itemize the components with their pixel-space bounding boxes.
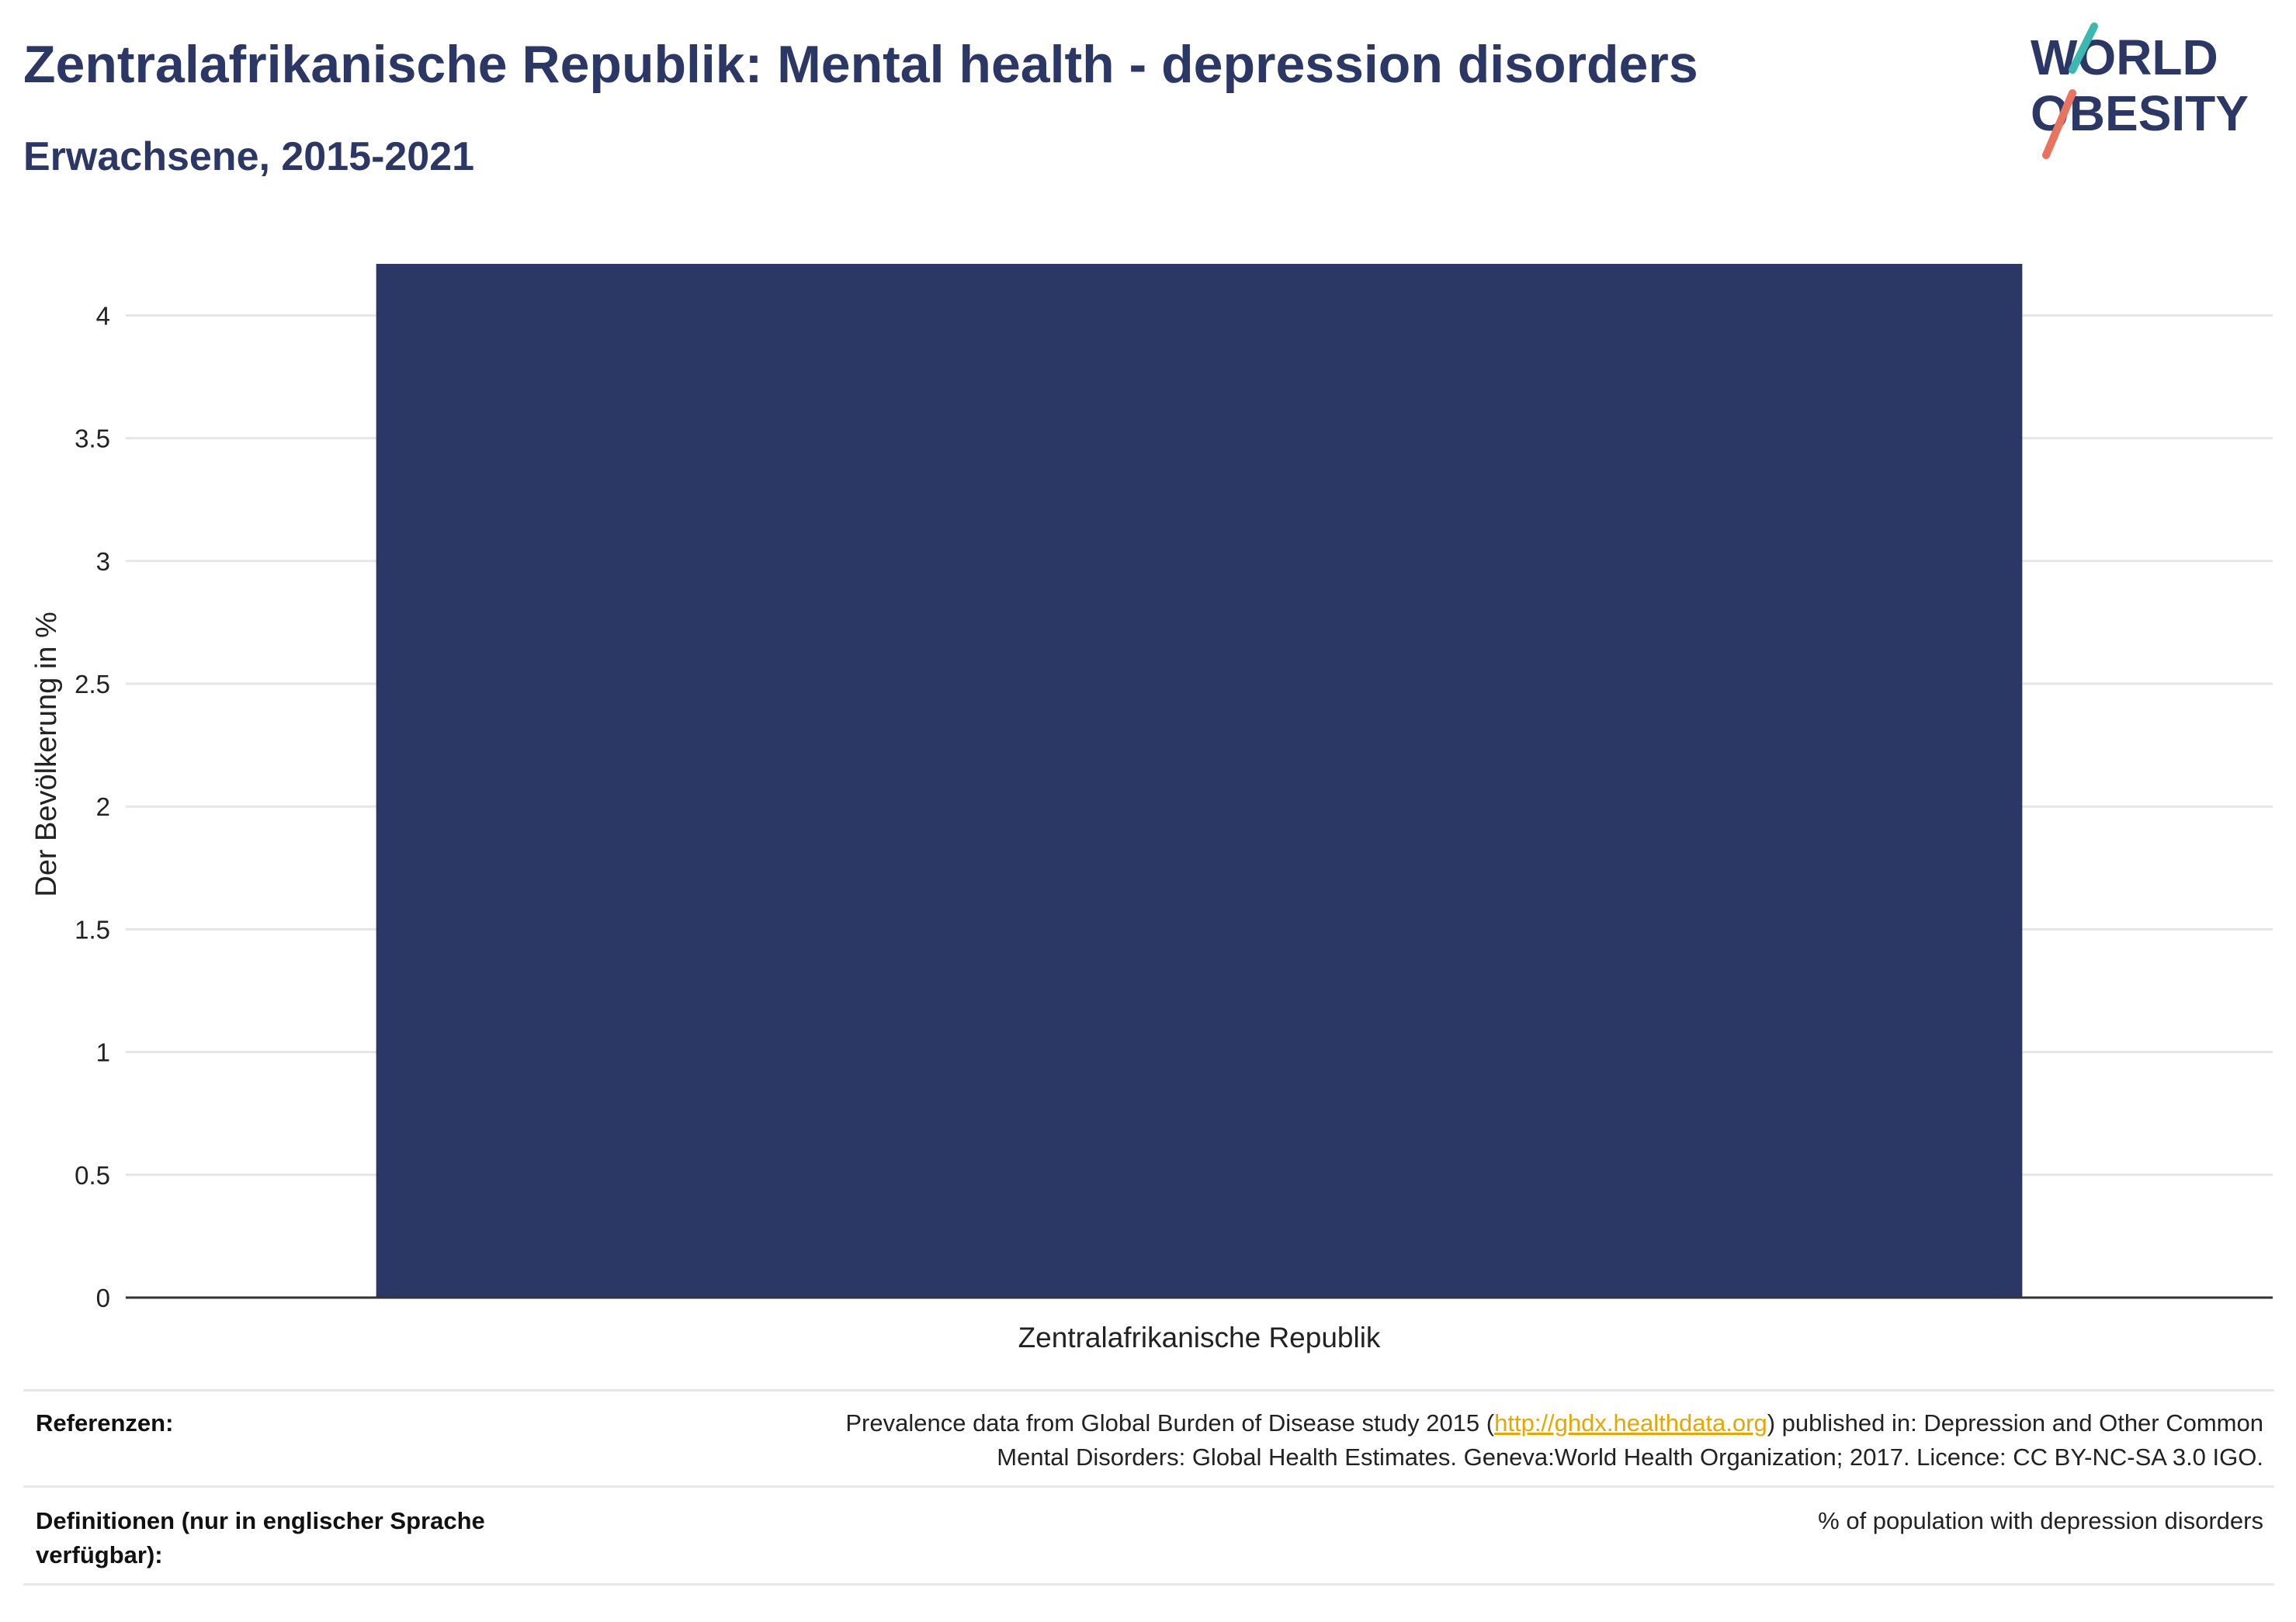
footer-divider-middle (23, 1485, 2274, 1488)
footer-divider-bottom (23, 1583, 2274, 1586)
bar (376, 264, 2023, 1298)
chart-subtitle: Erwachsene, 2015-2021 (23, 134, 475, 179)
y-tick-label: 4 (96, 301, 110, 330)
logo-text-world: WORLD (2031, 29, 2218, 85)
axes: 0 0.5 1 1.5 2 2.5 3 3.5 4 Zentralafrikanische Rep… (75, 301, 2273, 1353)
y-tick-label: 0.5 (75, 1161, 110, 1190)
logo-stroke-coral (2042, 89, 2076, 159)
footer-divider-top (23, 1389, 2274, 1392)
y-tick-label: 1 (96, 1038, 110, 1067)
y-axis-title: Der Bevölkerung in % (30, 612, 63, 897)
references-text-line2: Mental Disorders: Global Health Estimate… (997, 1444, 2263, 1471)
references-text: Prevalence data from Global Burden of Di… (672, 1406, 2263, 1475)
world-obesity-logo: WORLD OBESITY (2031, 23, 2249, 159)
y-tick-label: 3 (96, 547, 110, 576)
references-link[interactable]: http://ghdx.healthdata.org (1494, 1409, 1767, 1437)
y-tick-label: 0 (96, 1284, 110, 1312)
y-tick-label: 2.5 (75, 670, 110, 698)
references-text-end: ) published in: Depression and Other Com… (1767, 1409, 2263, 1437)
references-text-start: Prevalence data from Global Burden of Di… (845, 1409, 1495, 1437)
chart-title: Zentralafrikanische Republik: Mental hea… (23, 35, 1698, 94)
bar-chart: 0 0.5 1 1.5 2 2.5 3 3.5 4 Zentralafrikanische Rep… (30, 264, 2273, 1353)
definitions-label: Definitionen (nur in englischer Sprache … (36, 1504, 579, 1572)
definitions-label-line2: verfügbar): (36, 1541, 163, 1568)
y-tick-label: 1.5 (75, 915, 110, 944)
definitions-text: % of population with depression disorder… (1818, 1507, 2263, 1534)
references-label: Referenzen: (36, 1409, 174, 1437)
logo-stroke-teal (2069, 23, 2098, 74)
x-tick-label: Zentralafrikanische Republik (1018, 1322, 1381, 1353)
bars (376, 264, 2023, 1298)
definitions-label-line1: Definitionen (nur in englischer Sprache (36, 1507, 485, 1534)
y-tick-label: 2 (96, 792, 110, 821)
y-tick-label: 3.5 (75, 425, 110, 453)
